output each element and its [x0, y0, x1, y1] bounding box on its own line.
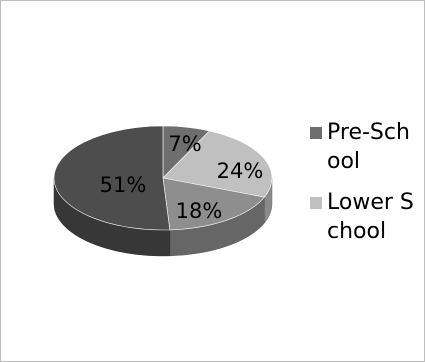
legend-label-pre-school: Pre-School [327, 120, 410, 174]
data-label-3: 51% [100, 173, 147, 197]
legend-swatch-pre-school [310, 127, 322, 139]
pie-slice-2 [162, 177, 265, 231]
legend-item-lower-school: Lower School [310, 188, 420, 246]
legend-swatch-lower-school [310, 197, 322, 209]
data-label-2: 18% [176, 199, 223, 223]
pie-slice-3 [53, 125, 171, 231]
pie-slice-1 [162, 130, 273, 198]
legend-label-lower-school: Lower School [327, 190, 414, 244]
legend: Pre-School Lower School [310, 118, 420, 258]
data-label-1: 24% [217, 159, 264, 183]
data-label-0: 7% [168, 132, 201, 156]
legend-item-pre-school: Pre-School [310, 118, 420, 176]
